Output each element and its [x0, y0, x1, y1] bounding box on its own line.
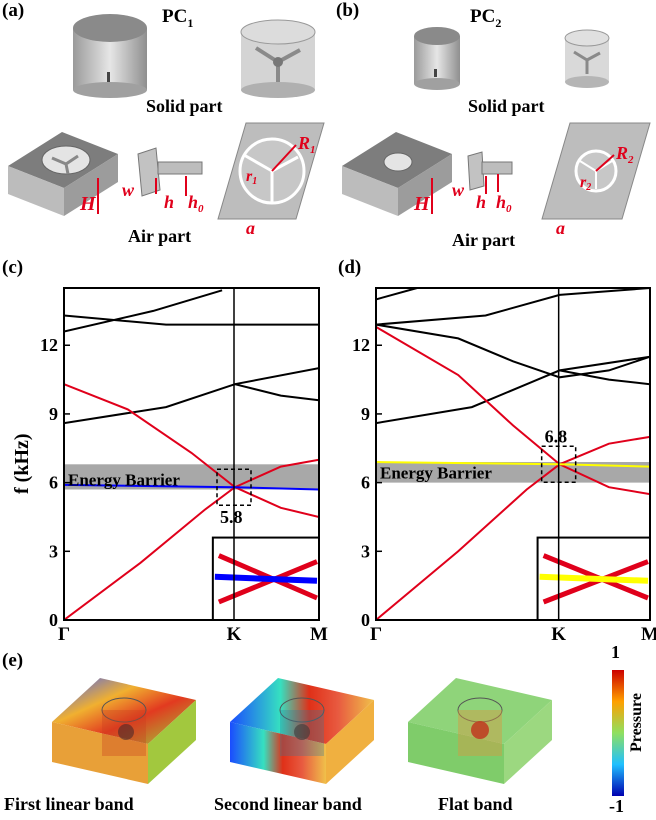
- band-gap-label: Energy Barrier: [380, 464, 492, 483]
- dirac-frequency-label: 5.8: [220, 507, 243, 527]
- pc2-solid-cylinder: [414, 27, 460, 90]
- pc2-solid-open-cylinder: [564, 29, 610, 88]
- x-tick-label: M: [310, 624, 328, 645]
- pc2-air-unitcell: R2 r2: [541, 122, 651, 220]
- y-axis-label: f (kHz): [11, 433, 33, 494]
- panel-label-c: (c): [2, 257, 24, 278]
- plot-frame: [375, 287, 651, 621]
- band-line-0: [376, 288, 418, 301]
- y-tick-label: 3: [361, 541, 370, 561]
- band-line-7: [376, 461, 650, 468]
- band-gap-region: [376, 462, 650, 483]
- band-line-2: [376, 288, 650, 326]
- field-caption-second: Second linear band: [214, 794, 362, 814]
- dirac-zoom-inset: [536, 536, 651, 622]
- field-map-first: [52, 678, 196, 784]
- band-line-3: [234, 383, 319, 402]
- band-line-6: [64, 483, 319, 491]
- x-tick-label: M: [641, 624, 656, 645]
- panel-label-a: (a): [2, 0, 25, 21]
- pc1-air-unitcell: R1 r1: [217, 122, 325, 220]
- band-line-5: [64, 458, 319, 620]
- pc2-air-caption: Air part: [452, 230, 516, 250]
- pc2-air-neck: w h h0: [452, 151, 513, 215]
- pc1-air-neck: w h h0: [122, 147, 204, 215]
- y-tick-label: 6: [361, 473, 370, 493]
- band-line-5: [376, 326, 650, 496]
- band-gap-label: Energy Barrier: [68, 470, 180, 489]
- pc1-w-label: w: [122, 180, 135, 200]
- pc2-R2-label: R2: [615, 143, 634, 166]
- panel-label-d: (d): [338, 257, 362, 278]
- pc1-a-label: a: [246, 218, 255, 238]
- pc2-w-label: w: [452, 180, 465, 200]
- pc1-solid-cylinder: [73, 14, 147, 98]
- y-tick-label: 9: [49, 404, 58, 424]
- pc1-solid-open-cylinder: [240, 19, 316, 98]
- y-tick-label: 12: [352, 335, 370, 355]
- panel-label-b: (b): [336, 0, 360, 21]
- field-caption-flat: Flat band: [438, 794, 513, 814]
- x-tick-label: K: [551, 624, 566, 645]
- pc1-R1-label: R1: [297, 133, 316, 156]
- band-line-1: [64, 289, 223, 333]
- pc2-solid-caption: Solid part: [468, 96, 545, 116]
- band-line-3: [376, 355, 650, 425]
- band-line-4: [64, 383, 319, 518]
- colorbar-max: 1: [611, 642, 620, 662]
- band-chart-d: Energy Barrier 6.8 0 3 6 9 12 Γ K M: [352, 287, 656, 645]
- plot-frame: [63, 287, 320, 621]
- band-line-6: [376, 435, 650, 620]
- x-tick-label: Γ: [370, 624, 382, 645]
- band-line-0: [64, 314, 319, 326]
- pc1-r1-label: r1: [246, 168, 257, 187]
- band-line-2: [64, 367, 319, 425]
- dirac-frequency-label: 6.8: [545, 426, 568, 446]
- y-tick-label: 3: [49, 541, 58, 561]
- y-tick-label: 0: [49, 610, 58, 630]
- panel-label-e: (e): [2, 650, 24, 671]
- pc1-air-caption: Air part: [128, 226, 192, 246]
- colorbar-min: -1: [609, 796, 624, 816]
- y-tick-label: 12: [40, 335, 58, 355]
- pc1-air-slab: H: [8, 132, 118, 216]
- pc2-h0-label: h0: [496, 192, 512, 215]
- pc2-H-label: H: [413, 193, 431, 215]
- pc2-air-slab: H: [342, 132, 452, 216]
- pc1-h0-label: h0: [188, 192, 204, 215]
- pc2-r2-label: r2: [580, 174, 591, 193]
- field-map-second: [230, 678, 374, 784]
- pc1-h-label: h: [164, 192, 174, 212]
- colorbar-label: Pressure: [628, 693, 645, 752]
- field-map-flat: [408, 678, 552, 784]
- field-caption-first: First linear band: [4, 794, 134, 814]
- y-tick-label: 0: [361, 610, 370, 630]
- pc1-H-label: H: [79, 193, 97, 215]
- pressure-colorbar: [612, 670, 624, 796]
- y-tick-label: 6: [49, 473, 58, 493]
- x-tick-label: K: [227, 624, 242, 645]
- band-line-4: [559, 369, 650, 386]
- band-chart-c: Energy Barrier 5.8 0 3 6 9 12 Γ K Mf (kHz): [11, 287, 328, 645]
- y-tick-label: 9: [361, 404, 370, 424]
- pc1-title: PC1: [162, 6, 194, 30]
- dirac-zoom-inset: [211, 536, 321, 622]
- band-line-1: [376, 323, 650, 379]
- pc1-solid-caption: Solid part: [146, 96, 223, 116]
- pc2-h-label: h: [476, 192, 486, 212]
- x-tick-label: Γ: [58, 624, 70, 645]
- pc2-title: PC2: [470, 6, 502, 30]
- pc2-a-label: a: [556, 218, 565, 238]
